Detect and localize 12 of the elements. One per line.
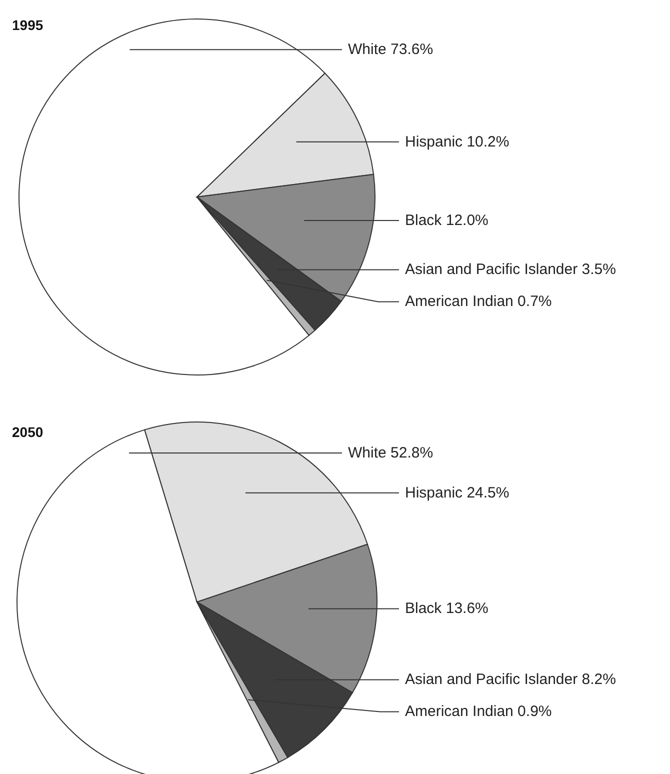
slice-label: Hispanic 24.5% [405, 484, 510, 502]
slice-label: White 73.6% [348, 41, 434, 58]
slice-label: Hispanic 10.2% [405, 133, 510, 150]
slice-label: American Indian 0.7% [405, 293, 552, 310]
slice-label: Black 13.6% [405, 600, 488, 618]
slice-label: American Indian 0.9% [405, 703, 552, 720]
slice-label: Asian and Pacific Islander 3.5% [405, 261, 616, 278]
chart-title: 2050 [12, 424, 44, 440]
slice-label: White 52.8% [348, 444, 434, 462]
slice-label: Asian and Pacific Islander 8.2% [405, 671, 616, 688]
slice-label: Black 12.0% [405, 212, 488, 230]
chart-title: 1995 [12, 17, 44, 33]
